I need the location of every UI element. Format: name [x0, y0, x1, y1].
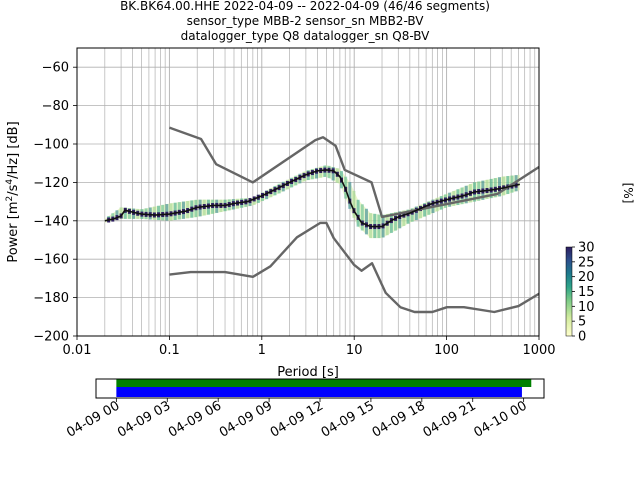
y-tick-label: −160 — [33, 253, 69, 268]
timeline-bar-data — [116, 379, 532, 387]
x-tick-label: 0.01 — [63, 343, 92, 358]
x-tick-label: 1000 — [522, 343, 555, 358]
timeline-tick-label: 04-09 06 — [166, 398, 224, 440]
y-tick-label: −140 — [33, 214, 69, 229]
pdf-cell — [406, 209, 410, 224]
timeline-tick-label: 04-09 18 — [370, 398, 428, 440]
pdf-cell — [360, 204, 364, 231]
x-tick-label: 100 — [434, 343, 459, 358]
chart-subtitle-datalogger: datalogger_type Q8 datalogger_sn Q8-BV — [181, 29, 431, 43]
y-axis-ticks: −60 −80 −100 −120 −140 −160 −180 −200 — [33, 61, 77, 345]
y-tick-label: −80 — [42, 99, 69, 114]
timeline-tick-label: 04-10 00 — [472, 398, 530, 440]
pdf-cell — [123, 207, 127, 219]
pdf-cell — [423, 203, 427, 217]
pdf-cell — [394, 212, 398, 231]
pdf-cell — [331, 167, 335, 181]
x-tick-label: 10 — [346, 343, 363, 358]
pdf-cell — [364, 208, 368, 235]
colorbar-tick-label: 25 — [578, 255, 595, 270]
timeline-tick-label: 04-09 00 — [64, 398, 122, 440]
pdf-cell — [402, 210, 406, 227]
colorbar-tick-label: 20 — [578, 270, 595, 285]
colorbar-tick-label: 0 — [578, 330, 586, 345]
series-line-nlnm — [169, 221, 540, 314]
y-tick-label: −100 — [33, 138, 69, 153]
timeline-tick-label: 04-09 03 — [115, 398, 173, 440]
series-line-mode — [104, 169, 520, 228]
y-tick-label: −60 — [42, 61, 69, 76]
x-axis-label: Period [s] — [277, 365, 339, 380]
x-tick-label: 1 — [258, 343, 266, 358]
y-tick-label: −180 — [33, 291, 69, 306]
pdf-cell — [414, 206, 418, 221]
colorbar — [565, 246, 573, 337]
x-tick-label: 0.1 — [159, 343, 180, 358]
y-axis-label: Power [m2/s4/Hz] [dB] — [5, 121, 21, 262]
y-tick-label: −120 — [33, 176, 69, 191]
colorbar-tick-label: 30 — [578, 241, 595, 256]
pdf-cell — [348, 182, 352, 209]
chart-subtitle-sensor: sensor_type MBB-2 sensor_sn MBB2-BV — [187, 14, 425, 28]
pdf-cell — [119, 207, 123, 219]
plot-frame — [76, 47, 540, 337]
series-line-nhnm — [168, 126, 540, 219]
series-lines — [104, 126, 540, 314]
chart-title: BK.BK64.00.HHE 2022-04-09 -- 2022-04-09 … — [120, 0, 490, 13]
pdf-cell — [352, 190, 356, 218]
timeline-tick-label: 04-09 12 — [268, 398, 326, 440]
pdf-cell — [356, 199, 360, 227]
x-axis-ticks: 0.01 0.1 1 10 100 1000 — [63, 336, 556, 358]
y-tick-label: −200 — [33, 330, 69, 345]
timeline-tick-label: 04-09 09 — [217, 398, 275, 440]
colorbar-tick-label: 10 — [578, 300, 595, 315]
pdf-cell — [115, 210, 119, 220]
pdf-cell — [398, 211, 402, 229]
timeline-tick-label: 04-09 15 — [319, 398, 377, 440]
pdf-cell — [410, 208, 414, 222]
grid-lines — [77, 48, 539, 336]
timeline-tick-label: 04-09 21 — [421, 398, 479, 440]
timeline-bar-psd — [116, 387, 522, 397]
pdf-cell — [418, 204, 422, 219]
colorbar-tick-label: 15 — [578, 285, 595, 300]
colorbar-label: [%] — [621, 183, 635, 204]
timeline-panel — [116, 379, 532, 397]
colorbar-tick-label: 5 — [578, 315, 586, 330]
